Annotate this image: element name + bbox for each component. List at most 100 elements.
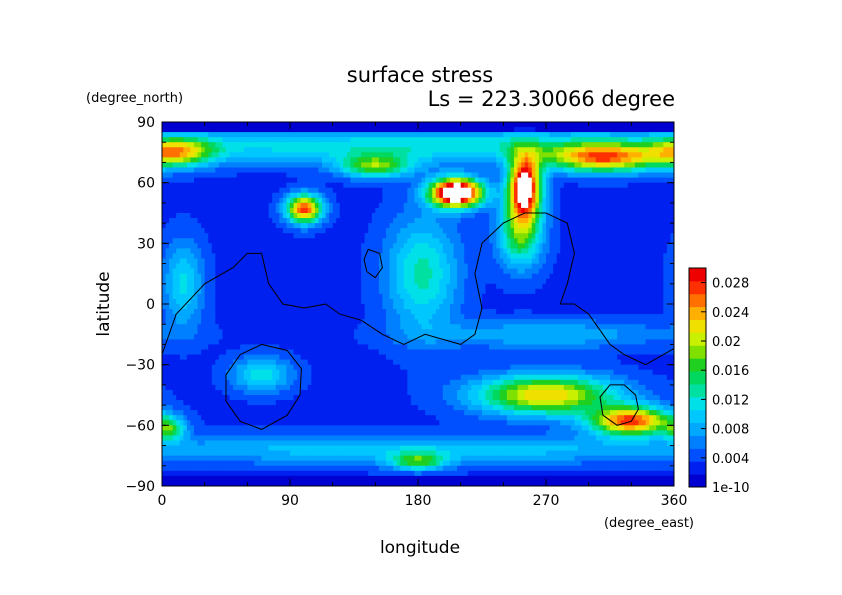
heatmap-cell <box>211 258 216 265</box>
heatmap-cell <box>666 228 672 234</box>
heatmap-cell <box>524 288 529 295</box>
heatmap-cell <box>322 202 327 209</box>
heatmap-cell <box>176 233 181 239</box>
heatmap-cell <box>286 157 291 164</box>
heatmap-cell <box>222 147 227 153</box>
heatmap-cell <box>364 273 369 280</box>
heatmap-cell <box>215 177 220 184</box>
heatmap-cell <box>421 283 426 290</box>
heatmap-cell <box>474 233 480 239</box>
heatmap-cell <box>496 213 501 219</box>
heatmap-cell <box>332 157 337 164</box>
heatmap-cell <box>471 268 476 275</box>
heatmap-cell <box>261 253 266 260</box>
heatmap-cell <box>222 127 227 133</box>
heatmap-cell <box>602 167 608 174</box>
heatmap-cell <box>524 182 529 189</box>
heatmap-cell <box>307 167 312 174</box>
heatmap-cell <box>226 253 231 260</box>
heatmap-cell <box>375 167 380 174</box>
heatmap-cell <box>645 288 650 295</box>
heatmap-cell <box>279 167 284 174</box>
heatmap-cell <box>197 233 202 239</box>
heatmap-cell <box>450 207 455 214</box>
heatmap-cell <box>194 187 199 194</box>
heatmap-cell <box>556 288 561 295</box>
heatmap-cell <box>304 218 309 224</box>
heatmap-cell <box>432 233 437 239</box>
heatmap-cell <box>460 132 465 138</box>
heatmap-cell <box>624 197 629 204</box>
heatmap-cell <box>514 253 519 260</box>
heatmap-cell <box>229 233 234 239</box>
heatmap-cell <box>570 137 576 143</box>
heatmap-cell <box>176 192 181 199</box>
heatmap-cell <box>617 197 622 204</box>
heatmap-cell <box>620 243 625 249</box>
heatmap-cell <box>567 263 572 270</box>
heatmap-cell <box>425 132 430 138</box>
heatmap-cell <box>467 233 472 239</box>
heatmap-cell <box>581 228 586 234</box>
heatmap-cell <box>336 147 341 153</box>
heatmap-cell <box>229 202 234 209</box>
heatmap-cell <box>492 162 497 169</box>
heatmap-cell <box>332 177 337 184</box>
heatmap-cell <box>350 172 355 179</box>
heatmap-cell <box>403 147 408 153</box>
heatmap-cell <box>670 233 674 239</box>
heatmap-cell <box>489 147 494 153</box>
heatmap-cell <box>496 288 501 295</box>
heatmap-cell <box>652 132 657 138</box>
heatmap-cell <box>503 197 508 204</box>
heatmap-cell <box>229 192 234 199</box>
heatmap-cell <box>254 243 259 249</box>
heatmap-cell <box>300 258 305 265</box>
heatmap-cell <box>215 288 220 295</box>
heatmap-cell <box>179 152 184 158</box>
heatmap-cell <box>318 152 323 158</box>
heatmap-cell <box>503 142 508 148</box>
heatmap-cell <box>517 288 522 295</box>
heatmap-cell <box>304 263 309 270</box>
heatmap-cell <box>645 127 650 133</box>
heatmap-cell <box>524 207 529 214</box>
heatmap-cell <box>546 202 551 209</box>
heatmap-cell <box>322 127 327 133</box>
heatmap-cell <box>467 122 472 128</box>
heatmap-cell <box>311 243 316 249</box>
heatmap-cell <box>617 243 622 249</box>
heatmap-cell <box>240 142 245 148</box>
heatmap-cell <box>382 248 387 255</box>
heatmap-cell <box>538 162 544 169</box>
heatmap-cell <box>389 132 394 138</box>
heatmap-cell <box>666 147 672 153</box>
heatmap-cell <box>396 273 401 280</box>
heatmap-cell <box>474 162 480 169</box>
heatmap-cell <box>172 283 177 290</box>
heatmap-cell <box>414 182 419 189</box>
heatmap-cell <box>208 157 213 164</box>
heatmap-cell <box>261 177 266 184</box>
heatmap-cell <box>642 147 647 153</box>
heatmap-cell <box>567 192 572 199</box>
heatmap-cell <box>482 187 487 194</box>
heatmap-cell <box>211 248 216 255</box>
heatmap-cell <box>503 152 508 158</box>
heatmap-cell <box>162 283 167 290</box>
heatmap-cell <box>314 288 320 295</box>
heatmap-cell <box>258 213 263 219</box>
heatmap-cell <box>354 182 359 189</box>
heatmap-cell <box>407 182 412 189</box>
heatmap-cell <box>311 258 316 265</box>
heatmap-cell <box>368 192 373 199</box>
heatmap-cell <box>361 167 366 174</box>
heatmap-cell <box>236 167 241 174</box>
heatmap-cell <box>538 177 544 184</box>
heatmap-cell <box>162 157 167 164</box>
heatmap-cell <box>318 213 323 219</box>
heatmap-cell <box>375 213 380 219</box>
heatmap-cell <box>240 132 245 138</box>
heatmap-cell <box>222 268 227 275</box>
heatmap-cell <box>546 152 551 158</box>
